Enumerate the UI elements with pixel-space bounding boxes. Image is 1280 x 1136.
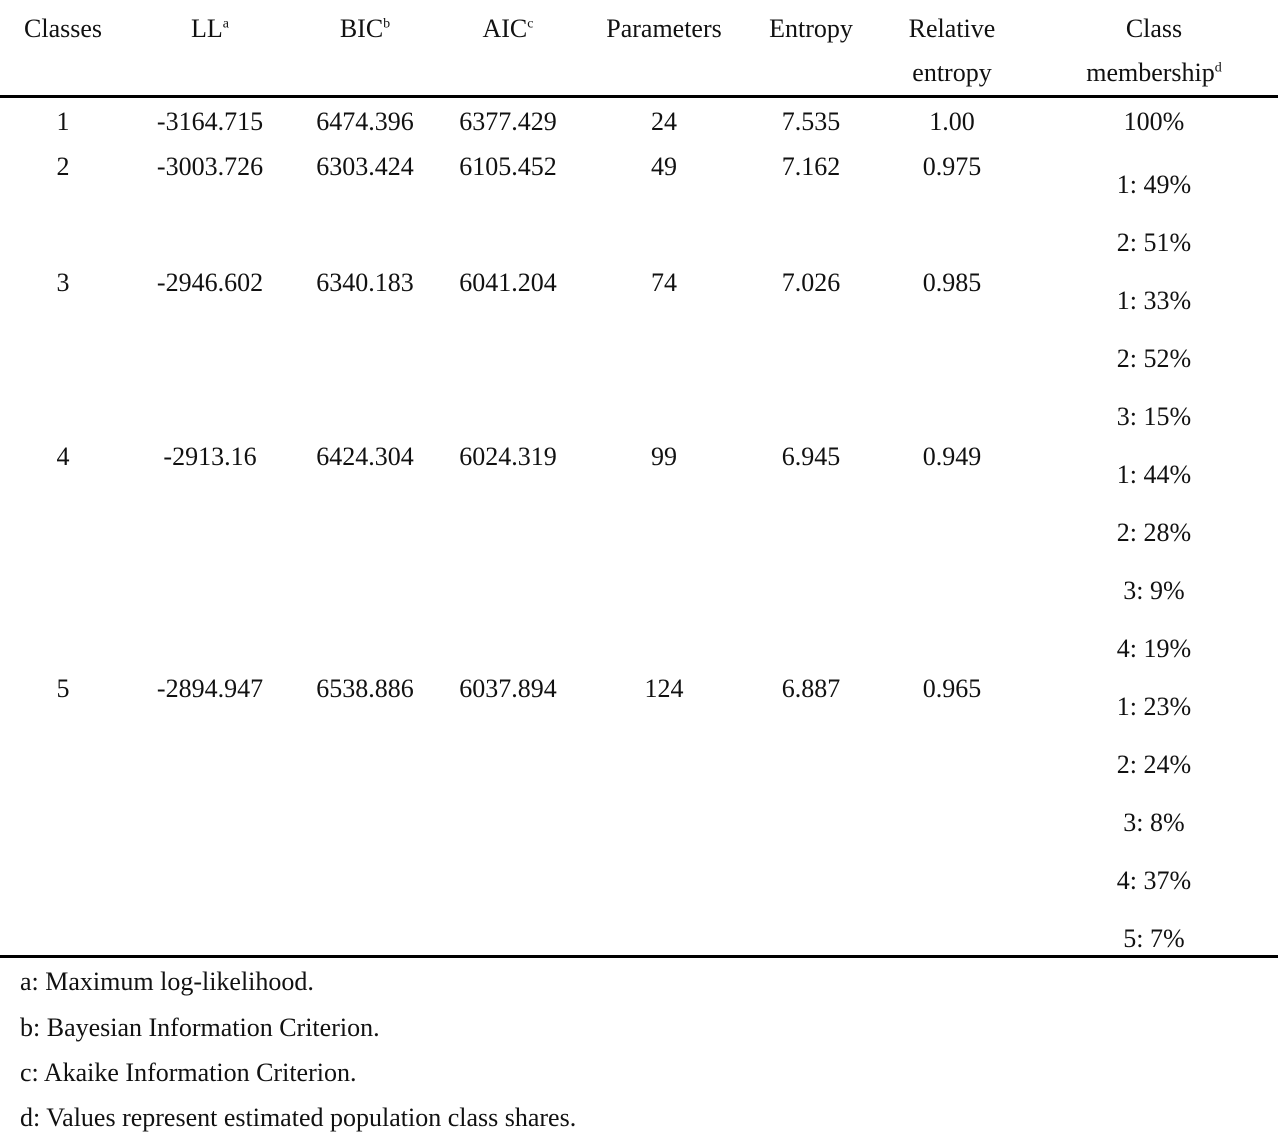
- footnote-c: c: Akaike Information Criterion.: [20, 1058, 357, 1087]
- cell-classes: 1: [56, 107, 70, 136]
- membership-value: 1: 49%: [1116, 170, 1192, 199]
- membership-value: 2: 51%: [1116, 228, 1192, 257]
- cell-ll: -2913.16: [163, 442, 257, 471]
- cell-entropy: 6.945: [781, 442, 841, 471]
- cell-ll: -2894.947: [156, 674, 264, 703]
- cell-parameters: 49: [651, 152, 677, 181]
- cell-bic: 6340.183: [316, 268, 414, 297]
- cell-aic: 6037.894: [459, 674, 557, 703]
- footnote-b: b: Bayesian Information Criterion.: [20, 1013, 380, 1042]
- cell-relative-entropy: 0.965: [922, 674, 982, 703]
- membership-value: 4: 19%: [1116, 634, 1192, 663]
- membership-value: 1: 44%: [1116, 460, 1192, 489]
- cell-relative-entropy: 0.949: [922, 442, 982, 471]
- membership-value: 1: 23%: [1116, 692, 1192, 721]
- membership-value: 3: 15%: [1116, 402, 1192, 431]
- membership-value: 2: 24%: [1116, 750, 1192, 779]
- cell-aic: 6024.319: [459, 442, 557, 471]
- membership-value: 1: 33%: [1116, 286, 1192, 315]
- header-relative-entropy-line1: Relative: [908, 14, 996, 43]
- cell-entropy: 6.887: [781, 674, 841, 703]
- table-bottom-rule: [0, 955, 1278, 958]
- membership-value: 3: 8%: [1123, 808, 1185, 837]
- header-entropy: Entropy: [769, 14, 853, 43]
- cell-parameters: 124: [644, 674, 684, 703]
- membership-value: 2: 28%: [1116, 518, 1192, 547]
- membership-value: 100%: [1123, 107, 1185, 136]
- header-aic: AICc: [482, 14, 534, 43]
- cell-entropy: 7.026: [781, 268, 841, 297]
- header-bic: BICb: [339, 14, 391, 43]
- cell-parameters: 74: [651, 268, 677, 297]
- cell-relative-entropy: 0.985: [922, 268, 982, 297]
- header-parameters: Parameters: [606, 14, 722, 43]
- cell-bic: 6538.886: [316, 674, 414, 703]
- cell-bic: 6474.396: [316, 107, 414, 136]
- cell-aic: 6377.429: [459, 107, 557, 136]
- cell-ll: -3164.715: [156, 107, 264, 136]
- cell-parameters: 99: [651, 442, 677, 471]
- cell-aic: 6105.452: [459, 152, 557, 181]
- header-relative-entropy-line2: entropy: [912, 58, 992, 87]
- cell-classes: 4: [56, 442, 70, 471]
- membership-value: 2: 52%: [1116, 344, 1192, 373]
- cell-classes: 3: [56, 268, 70, 297]
- cell-relative-entropy: 0.975: [922, 152, 982, 181]
- header-class-membership-line1: Class: [1125, 14, 1183, 43]
- header-class-membership-line2: membershipd: [1086, 58, 1222, 87]
- cell-classes: 5: [56, 674, 70, 703]
- cell-parameters: 24: [651, 107, 677, 136]
- cell-classes: 2: [56, 152, 70, 181]
- footnote-a: a: Maximum log-likelihood.: [20, 967, 314, 996]
- cell-bic: 6303.424: [316, 152, 414, 181]
- cell-ll: -3003.726: [156, 152, 264, 181]
- membership-value: 4: 37%: [1116, 866, 1192, 895]
- cell-aic: 6041.204: [459, 268, 557, 297]
- cell-relative-entropy: 1.00: [929, 107, 975, 136]
- cell-entropy: 7.535: [781, 107, 841, 136]
- membership-value: 5: 7%: [1123, 924, 1185, 953]
- cell-ll: -2946.602: [156, 268, 264, 297]
- footnote-d: d: Values represent estimated population…: [20, 1103, 577, 1132]
- table-top-rule: [0, 95, 1278, 98]
- header-ll: LLa: [191, 14, 229, 43]
- cell-bic: 6424.304: [316, 442, 414, 471]
- membership-value: 3: 9%: [1123, 576, 1185, 605]
- cell-entropy: 7.162: [781, 152, 841, 181]
- header-classes: Classes: [24, 14, 102, 43]
